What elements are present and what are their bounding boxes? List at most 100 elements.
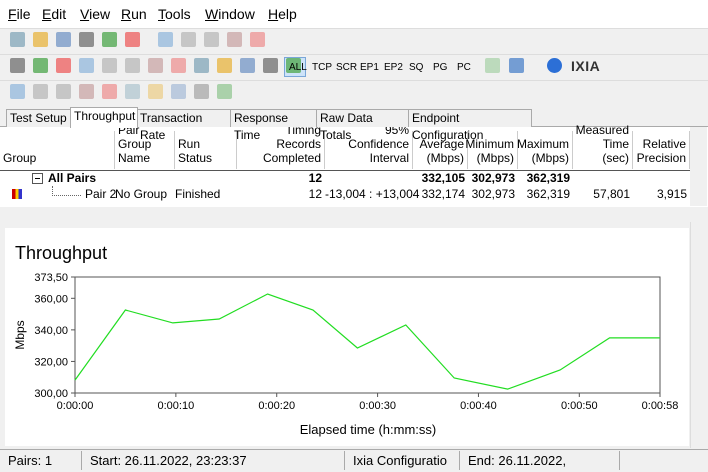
- column-header[interactable]: Pair Group Name: [115, 123, 175, 169]
- header-text: Average (Mbps): [419, 137, 464, 165]
- menu-item[interactable]: Window: [205, 6, 255, 22]
- filter-button[interactable]: SCR: [336, 62, 358, 73]
- y-tick-label: 320,00: [34, 356, 68, 368]
- toolbar-icon[interactable]: [181, 32, 196, 47]
- toolbar-icon[interactable]: [485, 58, 500, 73]
- filter-button[interactable]: TCP: [312, 62, 332, 73]
- toolbar-icon[interactable]: [286, 58, 301, 73]
- tab[interactable]: Test Setup: [6, 109, 72, 127]
- toolbar-icon[interactable]: [217, 58, 232, 73]
- toolbar-icon[interactable]: [102, 58, 117, 73]
- column-header[interactable]: Group: [0, 131, 115, 169]
- toolbar-icon[interactable]: [171, 58, 186, 73]
- toolbar-icon[interactable]: [56, 32, 71, 47]
- toolbar-icon[interactable]: [33, 58, 48, 73]
- tab[interactable]: Endpoint Configuration: [408, 109, 532, 142]
- menu-item[interactable]: Run: [121, 6, 147, 22]
- menu-bar: [0, 0, 708, 28]
- toolbar-icon[interactable]: [148, 58, 163, 73]
- collapse-minus: [35, 178, 40, 179]
- toolbar-icon[interactable]: [148, 84, 163, 99]
- column-header[interactable]: Maximum (Mbps): [517, 131, 573, 169]
- table-cell: 3,915: [656, 187, 687, 201]
- menu-item[interactable]: File: [8, 6, 31, 22]
- column-header[interactable]: Minimum (Mbps): [465, 131, 518, 169]
- toolbar-icon[interactable]: [79, 84, 94, 99]
- y-tick-label: 340,00: [34, 325, 68, 337]
- x-tick-label: 0:00:40: [460, 400, 497, 412]
- column-header[interactable]: Timing Records Completed: [237, 123, 325, 169]
- plot-area: [74, 276, 661, 394]
- y-tick-label: 300,00: [34, 388, 68, 400]
- column-header[interactable]: Average (Mbps): [413, 131, 468, 169]
- toolbar-icon[interactable]: [56, 84, 71, 99]
- x-tick-label: 0:00:58: [642, 400, 679, 412]
- toolbar-icon[interactable]: [10, 84, 25, 99]
- filter-button[interactable]: EP2: [384, 62, 403, 73]
- tree-line: [52, 186, 81, 196]
- toolbar-icon[interactable]: [509, 58, 524, 73]
- toolbar-icon[interactable]: [250, 32, 265, 47]
- column-header[interactable]: Relative Precision: [633, 131, 690, 169]
- toolbar-icon[interactable]: [158, 32, 173, 47]
- column-header[interactable]: Run Status: [175, 131, 237, 169]
- table-cell: -13,004 : +13,004: [325, 187, 420, 201]
- table-cell: 57,801: [593, 187, 630, 201]
- toolbar-icon[interactable]: [10, 58, 25, 73]
- column-header[interactable]: Measured Time (sec): [573, 123, 633, 169]
- results-table: [0, 126, 708, 207]
- toolbar-icon[interactable]: [263, 58, 278, 73]
- toolbar-icon[interactable]: [125, 32, 140, 47]
- toolbar-icon[interactable]: [33, 32, 48, 47]
- header-text: Relative Precision: [636, 137, 686, 165]
- x-tick-label: 0:00:50: [561, 400, 598, 412]
- tab[interactable]: Throughput: [70, 107, 138, 128]
- separator: [0, 54, 708, 55]
- filter-button[interactable]: PC: [457, 62, 471, 73]
- filter-button[interactable]: EP1: [360, 62, 379, 73]
- header-text: Minimum (Mbps): [465, 137, 514, 165]
- toolbar-icon[interactable]: [194, 58, 209, 73]
- toolbar-icon[interactable]: [217, 84, 232, 99]
- header-divider: [0, 170, 690, 171]
- header-text: Group: [3, 151, 37, 165]
- toolbar-icon[interactable]: [171, 84, 186, 99]
- toolbar-icon[interactable]: [79, 58, 94, 73]
- status-text: Ixia Configuratio: [345, 451, 460, 470]
- toolbar-icon[interactable]: [10, 32, 25, 47]
- toolbar-icon[interactable]: [125, 84, 140, 99]
- info-icon[interactable]: [547, 58, 562, 73]
- chart-scrollbar[interactable]: [690, 222, 708, 448]
- toolbar-icon[interactable]: [125, 58, 140, 73]
- toolbar-icon[interactable]: [33, 84, 48, 99]
- tab[interactable]: Raw Data Totals: [316, 109, 410, 142]
- table-cell: 332,174: [421, 187, 465, 201]
- y-tick-label: 360,00: [34, 293, 68, 305]
- toolbar-icon[interactable]: [240, 58, 255, 73]
- table-cell: 302,973: [471, 187, 515, 201]
- toolbar-icon[interactable]: [56, 58, 71, 73]
- toolbar-icon[interactable]: [194, 84, 209, 99]
- menu-item[interactable]: View: [80, 6, 111, 22]
- status-text: Pairs: 1: [0, 451, 82, 470]
- menu-item[interactable]: Help: [268, 6, 297, 22]
- table-scrollbar[interactable]: [690, 127, 707, 206]
- x-tick-label: 0:00:20: [258, 400, 295, 412]
- separator: [0, 28, 708, 29]
- toolbar-icon[interactable]: [227, 32, 242, 47]
- filter-button[interactable]: PG: [433, 62, 448, 73]
- filter-button[interactable]: SQ: [409, 62, 424, 73]
- menu-item[interactable]: Edit: [42, 6, 67, 22]
- header-text: Measured Time (sec): [575, 123, 629, 165]
- tab[interactable]: Response Time: [230, 109, 318, 142]
- menu-item[interactable]: Tools: [158, 6, 191, 22]
- tab[interactable]: Transaction Rate: [136, 109, 232, 142]
- y-axis-label: Mbps: [13, 320, 27, 349]
- toolbar-icon[interactable]: [204, 32, 219, 47]
- header-text: Pair Group Name: [118, 123, 152, 165]
- toolbar-icon[interactable]: [102, 84, 117, 99]
- toolbar-icon[interactable]: [79, 32, 94, 47]
- filter-button[interactable]: ALL: [289, 62, 307, 73]
- toolbar-icon[interactable]: [102, 32, 117, 47]
